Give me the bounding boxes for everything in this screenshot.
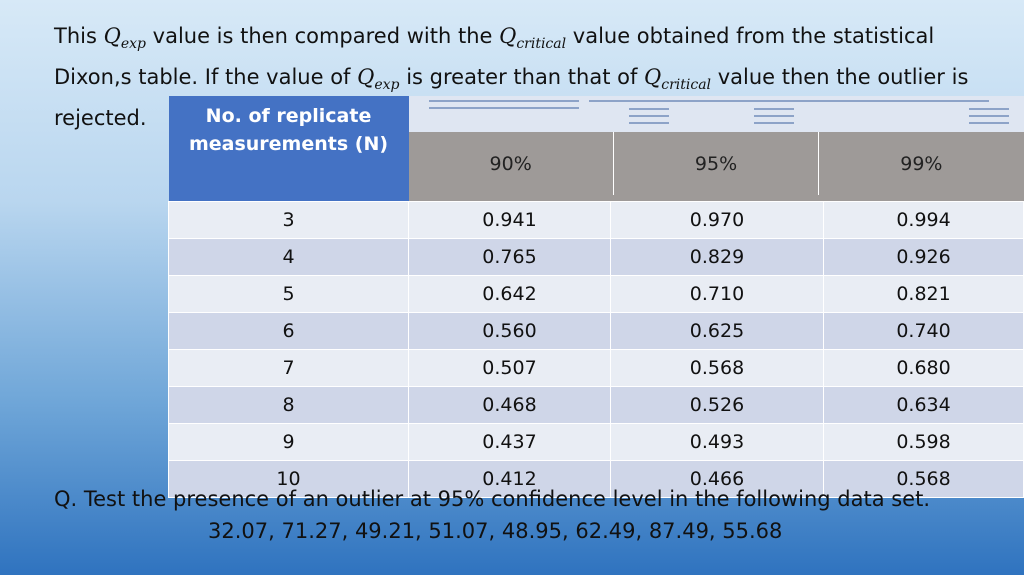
cell-n: 5: [168, 275, 409, 313]
cell-99: 0.740: [822, 312, 1024, 350]
cell-99: 0.634: [822, 386, 1024, 424]
table-row: 7 0.507 0.568 0.680: [168, 349, 1024, 387]
cell-90: 0.765: [408, 238, 611, 276]
confidence-90: 90%: [489, 152, 532, 175]
cell-99: 0.568: [822, 460, 1024, 498]
confidence-95: 95%: [612, 132, 818, 195]
cell-95: 0.526: [610, 386, 824, 424]
confidence-99: 99%: [818, 132, 1023, 195]
q-exp-symbol: Qexp: [103, 24, 146, 52]
cell-99: 0.680: [822, 349, 1024, 387]
intro-paragraph: This Qexp value is then compared with th…: [54, 20, 994, 135]
table-row: 10 0.412 0.466 0.568: [168, 460, 1024, 498]
cell-95: 0.625: [610, 312, 824, 350]
cell-95: 0.710: [610, 275, 824, 313]
cell-90: 0.560: [408, 312, 611, 350]
cell-90: 0.941: [408, 201, 611, 239]
q-exp-symbol-2: Qexp: [357, 65, 400, 93]
cell-99: 0.598: [822, 423, 1024, 461]
cell-n: 6: [168, 312, 409, 350]
header-replicates: No. of replicate measurements (N): [168, 96, 409, 202]
cell-95: 0.568: [610, 349, 824, 387]
table-row: 8 0.468 0.526 0.634: [168, 386, 1024, 424]
embedded-table-thumbnail: [408, 96, 1024, 132]
q-critical-symbol: Qcritical: [499, 24, 567, 52]
q-critical-symbol-2: Qcritical: [644, 65, 712, 93]
cell-99: 0.926: [822, 238, 1024, 276]
data-set-values: 32.07, 71.27, 49.21, 51.07, 48.95, 62.49…: [208, 519, 783, 543]
table-row: 3 0.941 0.970 0.994: [168, 201, 1024, 239]
cell-90: 0.412: [408, 460, 611, 498]
header-confidence: 90% 95% 99%: [408, 96, 1024, 202]
intro-text-4: is greater than that of: [399, 65, 645, 89]
cell-95: 0.493: [610, 423, 824, 461]
cell-90: 0.507: [408, 349, 611, 387]
cell-99: 0.994: [822, 201, 1024, 239]
cell-99: 0.821: [822, 275, 1024, 313]
confidence-levels-row: 90% 95% 99%: [409, 132, 1024, 195]
dixon-q-table: No. of replicate measurements (N) 90% 95…: [168, 96, 1024, 498]
table-row: 5 0.642 0.710 0.821: [168, 275, 1024, 313]
question-text: Q. Test the presence of an outlier at 95…: [54, 487, 931, 511]
intro-text-1: This: [54, 24, 104, 48]
table-row: 6 0.560 0.625 0.740: [168, 312, 1024, 350]
intro-text-3: value obtained from the statistical Dixo…: [54, 24, 935, 89]
cell-90: 0.437: [408, 423, 611, 461]
cell-90: 0.642: [408, 275, 611, 313]
cell-95: 0.466: [610, 460, 824, 498]
intro-text-2: value is then compared with the: [145, 24, 500, 48]
intro-text-5: value then the outlier is rejected.: [54, 65, 969, 130]
table-row: 4 0.765 0.829 0.926: [168, 238, 1024, 276]
cell-n: 9: [168, 423, 409, 461]
cell-90: 0.468: [408, 386, 611, 424]
cell-95: 0.829: [610, 238, 824, 276]
cell-n: 7: [168, 349, 409, 387]
cell-n: 8: [168, 386, 409, 424]
table-row: 9 0.437 0.493 0.598: [168, 423, 1024, 461]
cell-n: 4: [168, 238, 409, 276]
cell-n: 3: [168, 201, 409, 239]
cell-95: 0.970: [610, 201, 824, 239]
table-header-row: No. of replicate measurements (N) 90% 95…: [168, 96, 1024, 202]
